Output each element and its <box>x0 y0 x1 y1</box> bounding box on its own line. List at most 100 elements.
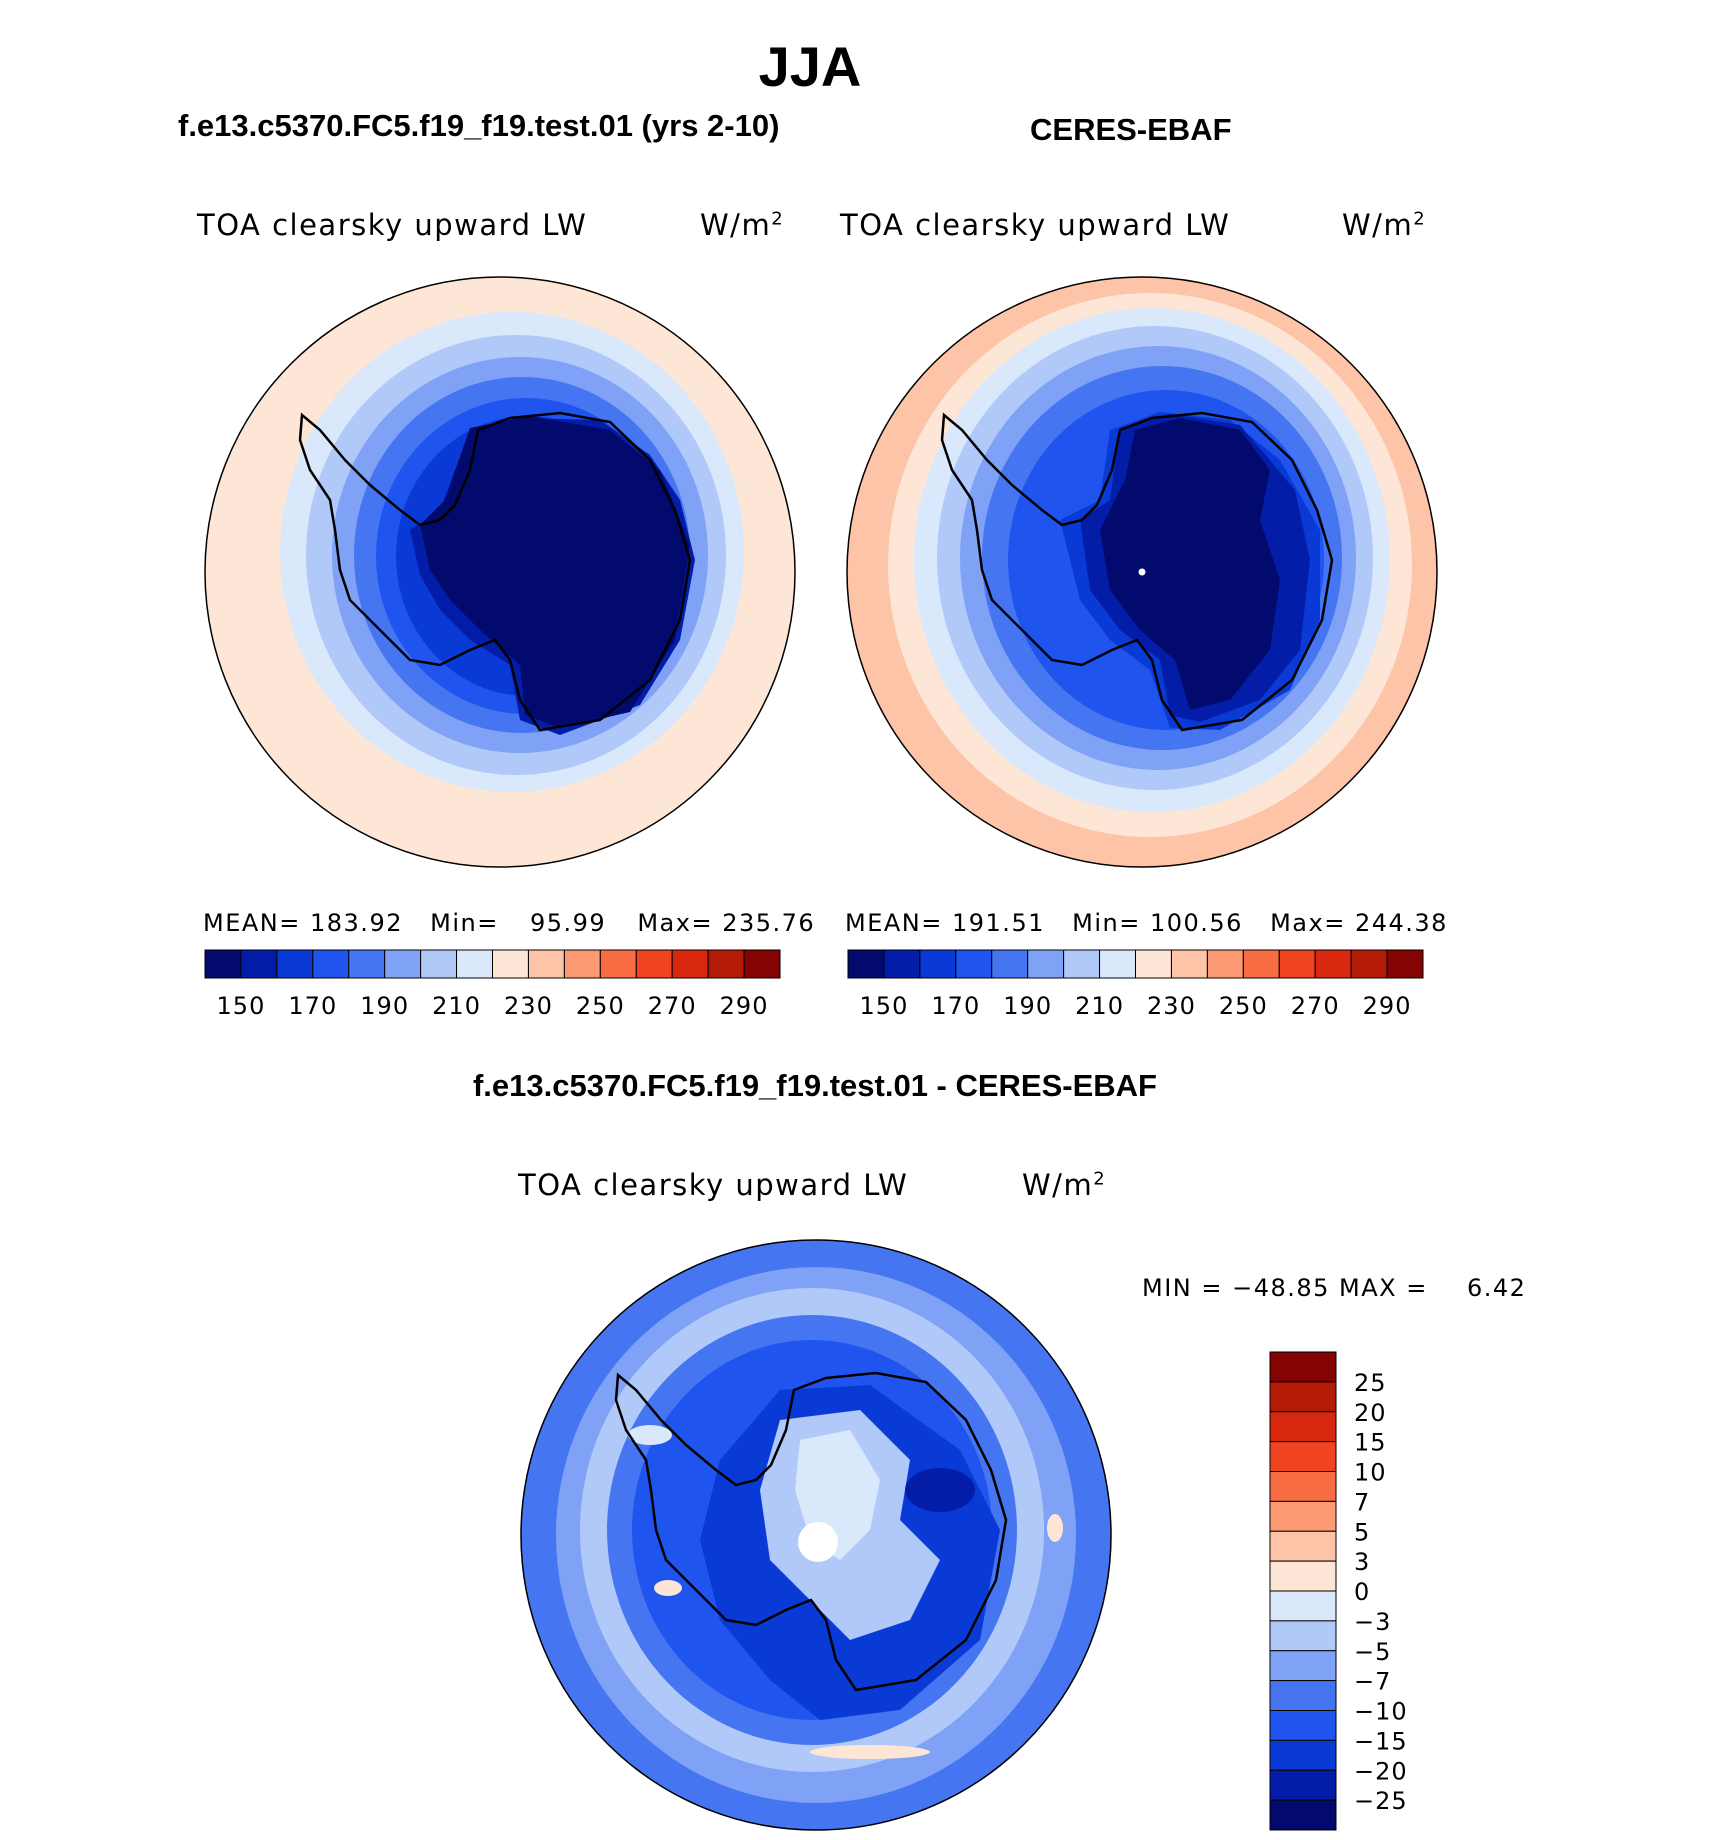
difference-colorbar-swatch <box>1269 1381 1337 1413</box>
panel-obs-max-label: Max= <box>1270 909 1346 937</box>
panel-model-max-value: 235.76 <box>722 909 816 937</box>
panel-model-colorbar-swatch <box>384 949 422 979</box>
panel-model-colorbar-swatch <box>599 949 637 979</box>
difference-colorbar-tick-label: −20 <box>1354 1757 1408 1785</box>
difference-colorbar-tick-label: −10 <box>1354 1698 1408 1726</box>
difference-variable-label: TOA clearsky upward LW <box>518 1168 909 1202</box>
difference-colorbar-swatch <box>1269 1620 1337 1652</box>
panel-obs-colorbar-tick-label: 290 <box>1363 992 1412 1020</box>
difference-colorbar-tick-label: −3 <box>1354 1608 1391 1636</box>
panel-obs-colorbar-swatch <box>1386 949 1424 979</box>
panel-model-boundary <box>204 276 796 868</box>
difference-colorbar-swatch <box>1269 1650 1337 1682</box>
panel-model-units-label: W/m2 <box>700 208 785 242</box>
difference-units-label: W/m2 <box>1022 1168 1107 1202</box>
panel-model-variable-label: TOA clearsky upward LW <box>197 208 588 242</box>
panel-model-colorbar-tick-label: 150 <box>217 992 266 1020</box>
difference-max-value: 6.42 <box>1467 1274 1527 1302</box>
difference-colorbar-swatch <box>1269 1710 1337 1741</box>
panel-obs-colorbar-swatch <box>991 949 1029 979</box>
difference-colorbar-swatch <box>1269 1560 1337 1592</box>
panel-model-colorbar: 150 170 190 210 230 250 270 290 <box>204 949 781 1020</box>
panel-obs-stats: MEAN= 191.51 Min= 100.56 Max= 244.38 <box>845 909 1448 937</box>
panel-obs-units-label: W/m2 <box>1342 208 1427 242</box>
panel-obs-min-value: 100.56 <box>1149 909 1243 937</box>
panel-model-min-value: 95.99 <box>529 909 607 937</box>
difference-colorbar-swatch <box>1269 1351 1337 1383</box>
panel-model-colorbar-tick-label: 170 <box>288 992 337 1020</box>
panel-model-colorbar-swatch <box>671 949 709 979</box>
panel-model-colorbar-swatch <box>312 949 350 979</box>
difference-colorbar-tick-label: 5 <box>1354 1518 1370 1546</box>
panel-obs-colorbar-tick-label: 270 <box>1291 992 1340 1020</box>
difference-colorbar-tick-label: −7 <box>1354 1668 1391 1696</box>
difference-map <box>521 1240 1111 1830</box>
panel-model-coastline <box>298 411 692 732</box>
difference-min-max: MIN = −48.85 MAX = 6.42 <box>1142 1274 1526 1302</box>
panel-model-colorbar-swatch <box>563 949 601 979</box>
panel-obs-colorbar-swatch <box>1135 949 1172 979</box>
difference-min-max-label: MIN = −48.85 MAX = <box>1142 1274 1428 1302</box>
panel-model-max-label: Max= <box>637 909 714 937</box>
difference-colorbar-swatch <box>1269 1471 1337 1502</box>
panel-obs-colorbar: 150 170 190 210 230 250 270 290 <box>847 949 1424 1020</box>
panel-obs-colorbar-swatch <box>1063 949 1101 979</box>
panel-model-colorbar-swatch <box>456 949 493 979</box>
panel-model-mean-label: MEAN= <box>203 909 301 937</box>
panel-obs-heading: CERES-EBAF <box>1030 112 1232 147</box>
panel-obs-colorbar-swatch <box>1314 949 1352 979</box>
panel-obs-mean-value: 191.51 <box>952 909 1045 937</box>
difference-colorbar-tick-label: 15 <box>1354 1429 1387 1457</box>
difference-colorbar-swatch <box>1269 1739 1337 1771</box>
panel-obs-colorbar-swatch <box>847 949 885 979</box>
panel-obs-variable-label: TOA clearsky upward LW <box>840 208 1231 242</box>
panel-model-colorbar-swatch <box>276 949 314 979</box>
panel-model-colorbar-swatch <box>492 949 529 979</box>
panel-model-colorbar-swatch <box>635 949 673 979</box>
difference-colorbar-tick-label: 3 <box>1354 1548 1370 1576</box>
panel-obs-colorbar-swatch <box>919 949 957 979</box>
panel-obs-boundary <box>846 276 1438 868</box>
panel-obs-colorbar-swatch <box>1350 949 1388 979</box>
panel-obs-colorbar-swatch <box>1027 949 1065 979</box>
panel-model-colorbar-tick-label: 250 <box>576 992 625 1020</box>
difference-colorbar-swatch <box>1269 1530 1337 1562</box>
panel-model-colorbar-tick-label: 190 <box>360 992 409 1020</box>
difference-colorbar-swatch <box>1269 1500 1337 1532</box>
difference-colorbar-tick-label: 7 <box>1354 1488 1370 1516</box>
difference-colorbar-swatch <box>1269 1441 1337 1472</box>
panel-obs-mean-label: MEAN= <box>845 909 943 937</box>
difference-colorbar-tick-label: 0 <box>1354 1578 1370 1606</box>
panel-model-colorbar-tick-label: 210 <box>432 992 481 1020</box>
panel-model-colorbar-swatch <box>348 949 386 979</box>
panel-model-heading: f.e13.c5370.FC5.f19_f19.test.01 (yrs 2-1… <box>178 108 780 143</box>
difference-colorbar-tick-label: −25 <box>1354 1787 1408 1815</box>
panel-obs-colorbar-swatch <box>1099 949 1136 979</box>
difference-colorbar-tick-label: −5 <box>1354 1638 1391 1666</box>
difference-colorbar-tick-label: 25 <box>1354 1369 1387 1397</box>
difference-colorbar-tick-label: 10 <box>1354 1459 1387 1487</box>
panel-obs-coastline <box>940 411 1334 732</box>
panel-obs-colorbar-tick-label: 250 <box>1219 992 1268 1020</box>
panel-obs-max-value: 244.38 <box>1354 909 1448 937</box>
difference-colorbar-swatch <box>1269 1590 1337 1622</box>
panel-model-colorbar-tick-label: 270 <box>648 992 697 1020</box>
difference-colorbar-tick-label: −15 <box>1354 1727 1408 1755</box>
difference-colorbar-swatch <box>1269 1411 1337 1443</box>
difference-colorbar-swatch <box>1269 1769 1337 1801</box>
panel-obs-colorbar-swatch <box>1206 949 1244 979</box>
panel-model-stats: MEAN= 183.92 Min= 95.99 Max= 235.76 <box>203 909 815 937</box>
panel-obs-colorbar-tick-label: 210 <box>1075 992 1124 1020</box>
panel-obs-colorbar-tick-label: 230 <box>1147 992 1196 1020</box>
panel-model-colorbar-swatch <box>240 949 278 979</box>
difference-coastline <box>614 1371 1008 1692</box>
difference-colorbar-tick-label: 20 <box>1354 1399 1387 1427</box>
main-title: JJA <box>758 35 862 98</box>
panel-obs-min-label: Min= <box>1072 909 1141 937</box>
panel-model-colorbar-tick-label: 230 <box>504 992 553 1020</box>
panel-model-mean-value: 183.92 <box>310 909 403 937</box>
panel-obs-pole-marker <box>1138 568 1146 576</box>
difference-boundary <box>520 1239 1112 1831</box>
